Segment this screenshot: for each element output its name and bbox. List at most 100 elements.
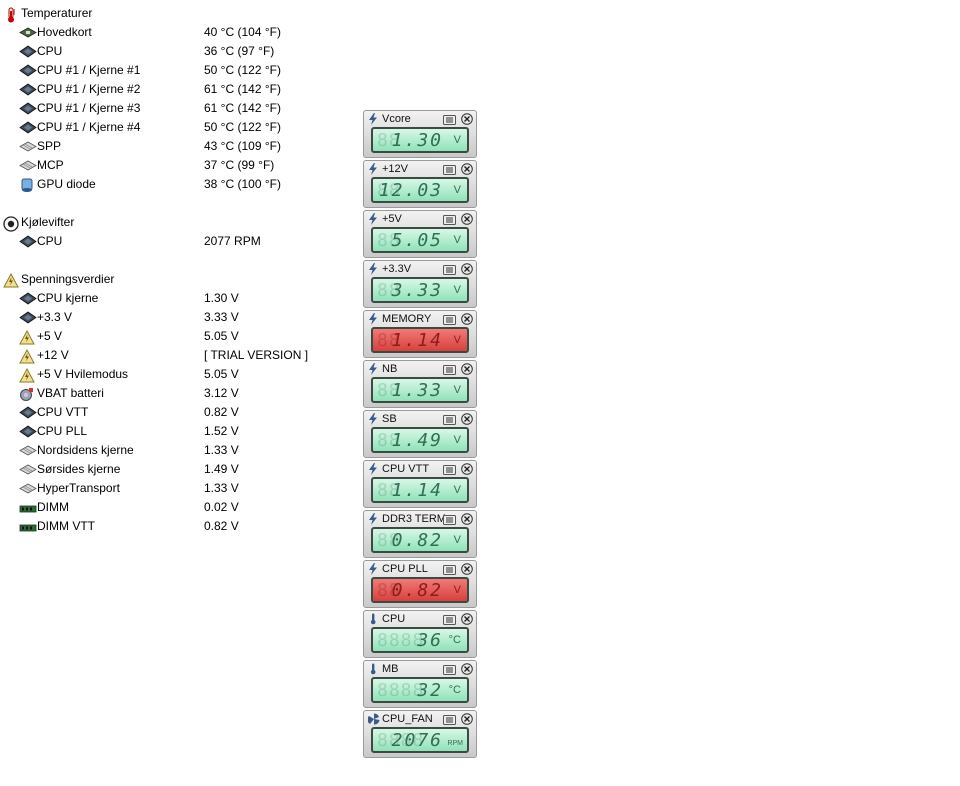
gadget-header[interactable]: +5V (366, 212, 474, 226)
lcd-display: 88 5.05 V (371, 227, 469, 253)
gadget-title: CPU PLL (382, 563, 428, 575)
sensor-value: 1.52 V (204, 424, 239, 438)
gadget-title: +5V (382, 213, 402, 225)
gadget-unit: V (453, 434, 461, 446)
gadget-header[interactable]: SB (366, 412, 474, 426)
sensor-label: +3.3 V (37, 310, 73, 324)
options-icon[interactable] (443, 614, 456, 625)
sensor-value: 1.49 V (204, 462, 239, 476)
sensor-label: +5 V (37, 329, 63, 343)
options-icon[interactable] (443, 364, 456, 375)
sensor-gadget[interactable]: CPU PLL 88 0.82 V (363, 560, 477, 608)
gadget-value: 0.82 (391, 580, 443, 601)
options-icon[interactable] (443, 714, 456, 725)
sensor-gadget[interactable]: MB 8888 32 °C (363, 660, 477, 708)
close-icon[interactable] (461, 313, 473, 325)
gadget-unit: V (453, 334, 461, 346)
lcd-ghost-digits: 88 (377, 430, 401, 451)
thermometer-icon (3, 7, 19, 23)
cpu-chip-icon (19, 425, 37, 438)
sensor-value: [ TRIAL VERSION ] (204, 348, 309, 362)
gadget-header[interactable]: CPU PLL (366, 562, 474, 576)
chipset-icon (19, 482, 37, 495)
sensor-gadget[interactable]: MEMORY 88 1.14 V (363, 310, 477, 358)
options-icon[interactable] (443, 164, 456, 175)
options-icon[interactable] (443, 664, 456, 675)
memory-module-icon (19, 520, 37, 533)
gadget-title: Vcore (382, 113, 411, 125)
gadget-title: SB (382, 413, 397, 425)
sensor-value: 1.33 V (204, 443, 239, 457)
warning-voltage-icon (19, 367, 35, 383)
sensor-gadget[interactable]: DDR3 TERM. 88 0.82 V (363, 510, 477, 558)
gadget-unit: RPM (447, 740, 463, 747)
gadget-title: DDR3 TERM. (382, 513, 450, 525)
close-icon[interactable] (461, 263, 473, 275)
sensor-gadget[interactable]: CPU 8888 36 °C (363, 610, 477, 658)
sensor-gadget[interactable]: NB 88 1.33 V (363, 360, 477, 408)
lcd-ghost-digits: 88 (377, 330, 401, 351)
gadget-header[interactable]: CPU_FAN (366, 712, 474, 726)
lcd-ghost-digits: 88 (377, 130, 401, 151)
options-icon[interactable] (443, 414, 456, 425)
close-icon[interactable] (461, 663, 473, 675)
close-icon[interactable] (461, 613, 473, 625)
sensor-gadget[interactable]: CPU VTT 88 1.14 V (363, 460, 477, 508)
sensor-gadget[interactable]: +12V 88 12.03 V (363, 160, 477, 208)
close-icon[interactable] (461, 513, 473, 525)
close-icon[interactable] (461, 113, 473, 125)
chipset-icon (19, 463, 37, 476)
close-icon[interactable] (461, 563, 473, 575)
close-icon[interactable] (461, 463, 473, 475)
gadget-header[interactable]: CPU (366, 612, 474, 626)
gadget-header[interactable]: NB (366, 362, 474, 376)
fan-small-icon (367, 713, 380, 725)
bolt-icon (368, 263, 378, 275)
lcd-display: 88 12.03 V (371, 177, 469, 203)
options-icon[interactable] (443, 514, 456, 525)
gadget-value: 2076 (391, 730, 443, 751)
cpu-chip-icon (19, 311, 37, 324)
gadget-value: 5.05 (391, 230, 443, 251)
close-icon[interactable] (461, 213, 473, 225)
close-icon[interactable] (461, 163, 473, 175)
close-icon[interactable] (461, 363, 473, 375)
options-icon[interactable] (443, 314, 456, 325)
gadget-header[interactable]: MEMORY (366, 312, 474, 326)
sensor-gadget[interactable]: SB 88 1.49 V (363, 410, 477, 458)
cpu-chip-icon (19, 45, 37, 58)
gadget-header[interactable]: +12V (366, 162, 474, 176)
gadget-header[interactable]: Vcore (366, 112, 474, 126)
gadget-header[interactable]: DDR3 TERM. (366, 512, 474, 526)
sensor-gadget[interactable]: +3.3V 88 3.33 V (363, 260, 477, 308)
bolt-icon (368, 413, 378, 425)
chipset-icon (19, 444, 37, 457)
options-icon[interactable] (443, 214, 456, 225)
sensor-gadget[interactable]: CPU_FAN 8888 2076 RPM (363, 710, 477, 758)
warning-voltage-icon (19, 329, 35, 345)
options-icon[interactable] (443, 464, 456, 475)
close-icon[interactable] (461, 713, 473, 725)
sensor-gadget[interactable]: Vcore 88 1.30 V (363, 110, 477, 158)
lcd-display: 8888 32 °C (371, 677, 469, 703)
battery-icon (19, 387, 35, 401)
close-icon[interactable] (461, 413, 473, 425)
gadget-value: 32 (417, 680, 443, 701)
lcd-display: 88 0.82 V (371, 577, 469, 603)
sensor-value: 1.30 V (204, 291, 239, 305)
sensor-label: CPU (37, 234, 63, 248)
bolt-icon (368, 163, 378, 175)
gadget-header[interactable]: CPU VTT (366, 462, 474, 476)
sensor-gadget[interactable]: +5V 88 5.05 V (363, 210, 477, 258)
gadget-header[interactable]: +3.3V (366, 262, 474, 276)
gadget-value: 1.14 (391, 480, 443, 501)
sensor-label: GPU diode (37, 177, 96, 191)
memory-module-icon (19, 501, 37, 514)
options-icon[interactable] (443, 564, 456, 575)
options-icon[interactable] (443, 114, 456, 125)
sensor-label: Hovedkort (37, 25, 92, 39)
options-icon[interactable] (443, 264, 456, 275)
gadget-header[interactable]: MB (366, 662, 474, 676)
cpu-chip-icon (19, 121, 37, 134)
lcd-display: 88 1.14 V (371, 327, 469, 353)
